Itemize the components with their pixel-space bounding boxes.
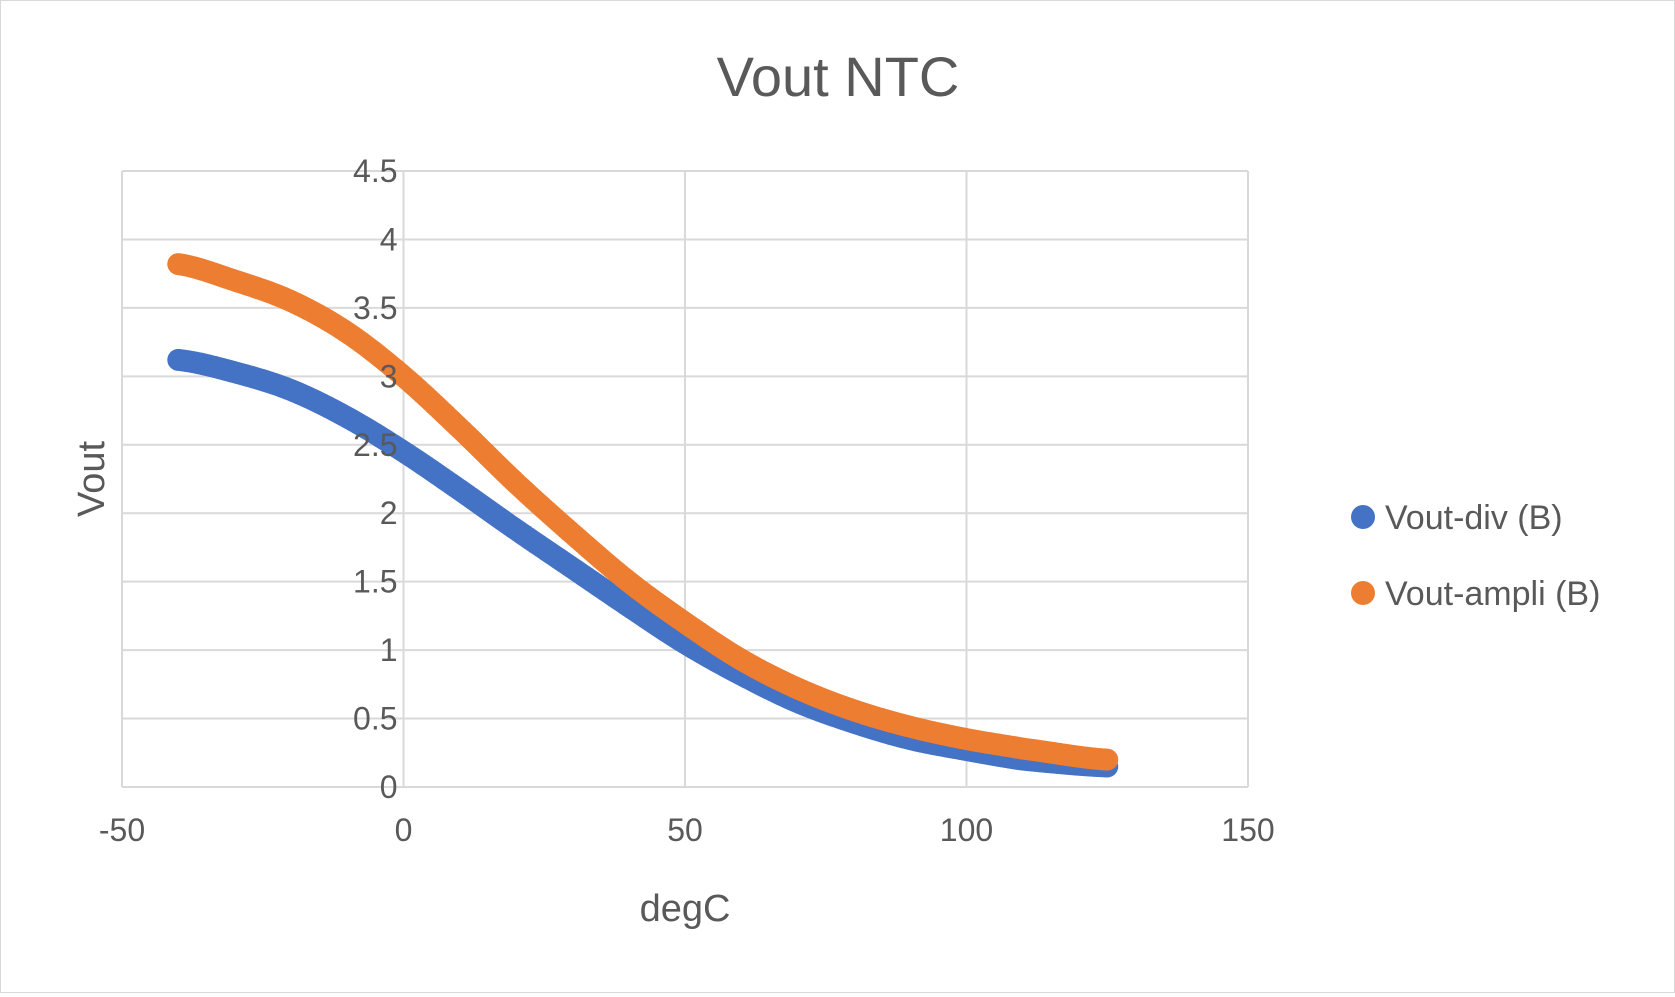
y-tick-label: 0.5 bbox=[353, 701, 397, 737]
grid-layer bbox=[121, 170, 1249, 788]
x-tick-label: 50 bbox=[667, 812, 703, 848]
x-axis-title: degC bbox=[640, 888, 731, 930]
legend-marker bbox=[1351, 581, 1375, 605]
series-vout-div bbox=[167, 348, 1119, 778]
legend-label: Vout-div (B) bbox=[1385, 499, 1563, 537]
tick-label-layer: 0 0.5 1 1.5 2 2.5 3 3.5 4 4.5 -50 0 50 100 150 bbox=[99, 153, 1275, 848]
y-tick-label: 4 bbox=[380, 221, 398, 257]
x-tick-label: 0 bbox=[395, 812, 413, 848]
y-tick-label: 3.5 bbox=[353, 290, 397, 326]
y-tick-label: 2.5 bbox=[353, 427, 397, 463]
x-tick-label: -50 bbox=[99, 812, 145, 848]
chart-title: Vout NTC bbox=[717, 45, 960, 108]
series-layer bbox=[167, 253, 1119, 778]
y-axis-title: Vout bbox=[71, 441, 113, 518]
legend-marker bbox=[1351, 505, 1375, 529]
x-tick-label: 150 bbox=[1221, 812, 1274, 848]
y-tick-label: 4.5 bbox=[353, 153, 397, 189]
y-tick-label: 0 bbox=[380, 769, 398, 805]
legend-label: Vout-ampli (B) bbox=[1385, 575, 1600, 613]
x-tick-label: 100 bbox=[940, 812, 993, 848]
legend: Vout-div (B) Vout-ampli (B) bbox=[1351, 499, 1600, 613]
data-point bbox=[1096, 748, 1119, 771]
y-tick-label: 1 bbox=[380, 632, 398, 668]
y-tick-label: 3 bbox=[380, 358, 398, 394]
series-vout-ampli bbox=[167, 253, 1119, 771]
y-tick-label: 2 bbox=[380, 495, 398, 531]
y-tick-label: 1.5 bbox=[353, 564, 397, 600]
